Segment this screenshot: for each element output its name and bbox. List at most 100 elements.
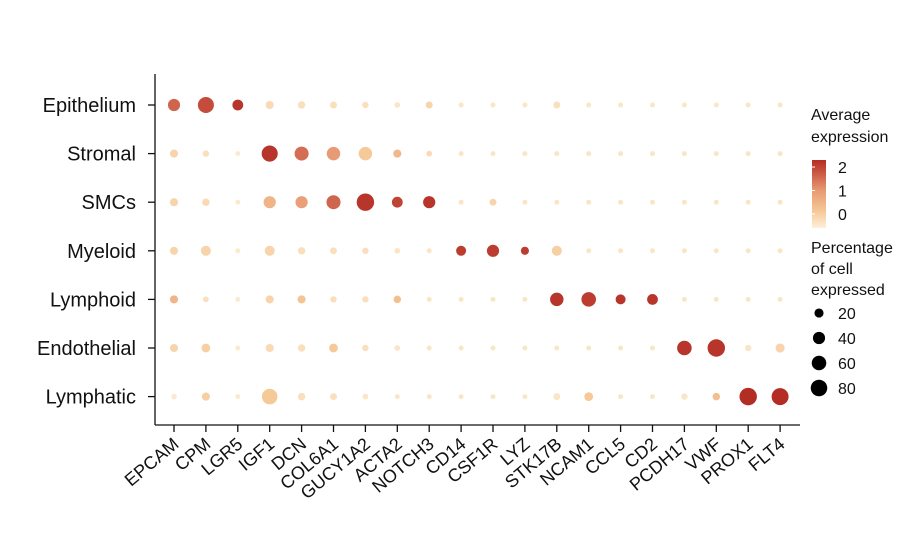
dot-mark: [490, 345, 496, 351]
colorbar-ticks: 0 1 2: [812, 160, 847, 224]
dot-mark: [777, 296, 783, 302]
dot-mark: [551, 245, 562, 256]
dot-mark: [456, 245, 467, 256]
dot-mark: [265, 343, 274, 353]
x-axis-ticks: [173, 425, 781, 432]
dot-mark: [362, 296, 369, 303]
dot-mark: [586, 102, 592, 108]
dot-mark: [647, 294, 658, 305]
colorbar-tick-label: 1: [838, 183, 847, 200]
size-legend-dot: [811, 355, 827, 371]
dot-mark: [618, 102, 624, 108]
dot-mark: [169, 246, 179, 255]
dot-mark: [426, 296, 432, 302]
row-label: Stromal: [67, 144, 136, 166]
dot-mark: [201, 392, 210, 401]
dot-mark: [264, 245, 275, 256]
dot-mark: [294, 146, 309, 161]
dot-mark: [297, 344, 306, 352]
dot-mark: [771, 388, 789, 406]
dot-mark: [490, 296, 496, 302]
dot-mark: [649, 102, 656, 108]
dot-mark: [522, 394, 528, 400]
dot-mark: [362, 393, 369, 400]
dot-mark: [235, 345, 241, 351]
dot-mark: [713, 296, 719, 302]
dot-mark: [330, 393, 337, 401]
dot-mark: [169, 149, 179, 158]
dot-mark: [200, 245, 211, 256]
dot-mark: [554, 199, 560, 205]
dot-mark: [490, 394, 496, 400]
dot-mark: [458, 199, 464, 205]
column-label: FLT4: [745, 434, 789, 475]
dot-mark: [490, 151, 496, 157]
dot-mark: [326, 195, 341, 210]
dot-mark: [458, 296, 464, 302]
dot-mark: [197, 96, 214, 114]
dot-mark: [235, 199, 241, 205]
dot-mark: [649, 199, 656, 205]
colorbar-tick-label: 2: [838, 160, 847, 177]
dot-mark: [584, 392, 594, 401]
dot-mark: [550, 292, 564, 307]
dot-mark: [362, 247, 369, 254]
dot-mark: [489, 198, 497, 206]
dot-mark: [425, 101, 433, 109]
dot-mark: [777, 199, 783, 205]
dot-mark: [169, 343, 179, 353]
dot-mark: [586, 248, 592, 254]
dot-mark: [235, 394, 241, 400]
dot-mark: [426, 394, 432, 400]
dot-mark: [522, 151, 528, 157]
dot-marks: [167, 96, 789, 406]
dot-mark: [394, 247, 401, 254]
dot-mark: [232, 99, 244, 111]
row-label: Lymphatic: [46, 387, 136, 409]
dot-mark: [649, 151, 656, 157]
dot-mark: [522, 199, 528, 205]
dot-mark: [618, 248, 624, 254]
dot-mark: [330, 296, 337, 303]
dot-mark: [681, 296, 687, 302]
row-label: SMCs: [82, 192, 136, 214]
dot-mark: [201, 343, 211, 353]
dot-mark: [745, 248, 751, 254]
dot-mark: [297, 392, 306, 401]
dot-mark: [393, 149, 402, 158]
size-legend-dot: [810, 379, 828, 397]
dot-mark: [554, 151, 560, 157]
dot-mark: [586, 151, 592, 157]
dot-mark: [649, 248, 656, 254]
dot-mark: [777, 151, 783, 157]
dot-mark: [618, 345, 624, 351]
dot-mark: [520, 246, 529, 255]
dot-mark: [169, 295, 179, 304]
row-labels: Epithelium Stromal SMCs Myeloid Lymphoid Endo…: [37, 95, 136, 409]
dot-mark: [777, 102, 783, 108]
row-label: Myeloid: [67, 241, 136, 263]
dot-mark: [261, 388, 278, 405]
dot-mark: [167, 98, 181, 112]
size-legend-dot: [814, 308, 824, 318]
dot-mark: [681, 102, 687, 108]
dot-mark: [745, 151, 751, 157]
dot-mark: [490, 102, 496, 108]
dot-mark: [394, 102, 401, 108]
dot-mark: [458, 102, 464, 108]
axes: [154, 74, 800, 426]
dot-mark: [713, 102, 719, 108]
dot-mark: [553, 393, 561, 401]
dot-mark: [297, 295, 306, 304]
size-legend: Percentage of cell expressed 20 40 60 80: [810, 240, 893, 398]
colorbar: [812, 160, 826, 228]
dot-mark: [423, 196, 436, 209]
dot-mark: [745, 199, 751, 205]
dot-mark: [394, 345, 401, 351]
colorbar-tick-label: 0: [838, 207, 847, 224]
size-legend-title-line2: of cell: [811, 261, 853, 278]
dot-mark: [426, 248, 432, 254]
dot-mark: [263, 196, 276, 209]
dot-mark: [681, 151, 687, 157]
dot-mark: [586, 345, 592, 351]
